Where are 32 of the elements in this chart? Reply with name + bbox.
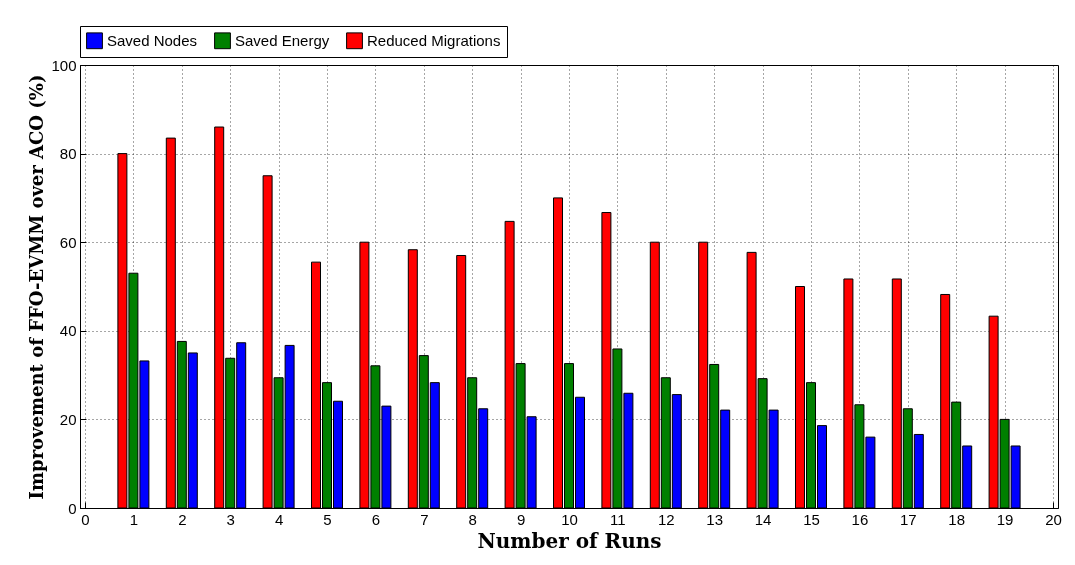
x-tick-label: 10: [561, 510, 578, 528]
x-tick-label: 0: [81, 510, 90, 528]
x-tick-label: 6: [371, 510, 381, 528]
x-tick-label: 15: [803, 510, 820, 528]
x-tick-label: 3: [226, 510, 235, 528]
y-tick-label: 40: [59, 322, 77, 340]
x-tick-label: 18: [948, 510, 966, 528]
x-tick-label: 11: [610, 510, 626, 528]
x-tick-label: 12: [657, 510, 675, 528]
y-tick-label: 0: [68, 499, 77, 517]
y-axis-title: Improvement of FFO-EVMM over ACO (%): [26, 74, 48, 500]
x-tick-label: 20: [1045, 510, 1062, 528]
x-axis-title: Number of Runs: [477, 528, 662, 553]
y-tick-label: 60: [59, 233, 77, 251]
legend-label: Saved Energy: [235, 31, 330, 49]
x-tick-label: 14: [754, 510, 772, 528]
x-tick-label: 19: [996, 510, 1014, 528]
x-tick-label: 2: [178, 510, 187, 528]
x-tick-label: 5: [323, 510, 332, 528]
legend-label: Saved Nodes: [107, 31, 198, 49]
x-tick-label: 8: [468, 510, 477, 528]
x-tick-label: 16: [851, 510, 869, 528]
x-tick-label: 7: [420, 510, 429, 528]
x-tick-label: 17: [899, 510, 917, 528]
x-tick-label: 9: [516, 510, 526, 528]
y-tick-label: 20: [59, 410, 77, 428]
legend-label: Reduced Migrations: [367, 31, 501, 49]
x-tick-label: 4: [274, 510, 284, 528]
x-tick-label: 13: [706, 510, 724, 528]
y-tick-label: 80: [59, 145, 77, 163]
x-tick-label: 1: [129, 510, 139, 528]
y-tick-label: 100: [51, 56, 77, 74]
